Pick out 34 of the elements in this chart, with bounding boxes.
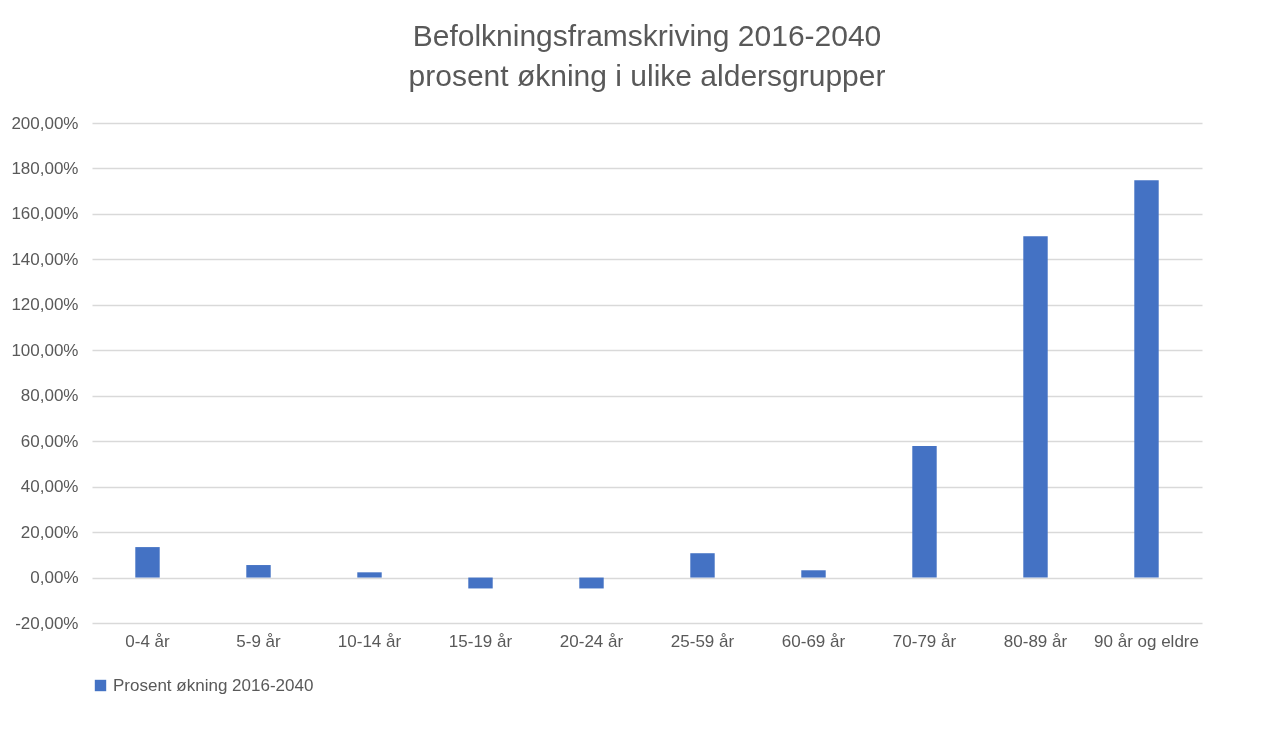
y-tick-label: 180,00% [11, 158, 79, 178]
bar [468, 577, 493, 589]
bar [246, 565, 271, 578]
y-tick-label: 120,00% [11, 295, 79, 315]
x-tick-label: 5-9 år [236, 631, 282, 651]
y-tick-label: -20,00% [15, 613, 79, 633]
bar [579, 577, 604, 589]
y-tick-label: 100,00% [11, 340, 79, 360]
y-tick-label: 200,00% [11, 113, 79, 133]
bar [135, 547, 160, 578]
bar [801, 570, 826, 578]
y-tick-label: 80,00% [20, 386, 79, 406]
bar [1023, 236, 1048, 578]
bar [912, 445, 937, 578]
bar [1134, 180, 1159, 578]
x-tick-label: 80-89 år [1003, 631, 1068, 651]
y-tick-label: 160,00% [11, 204, 79, 224]
y-tick-label: 40,00% [20, 477, 79, 497]
y-tick-label: 20,00% [20, 522, 79, 542]
x-tick-label: 25-59 år [670, 631, 735, 651]
bar [690, 553, 715, 578]
x-tick-label: 0-4 år [125, 631, 171, 651]
x-tick-label: 15-19 år [448, 631, 513, 651]
bar [357, 572, 382, 578]
y-tick-label: 0,00% [30, 568, 79, 588]
chart-title: Befolkningsframskriving 2016-2040 prosent økning i ulike aldersgrupper [408, 19, 886, 92]
x-tick-label: 20-24 år [559, 631, 624, 651]
x-tick-label: 10-14 år [337, 631, 402, 651]
legend-label: Prosent økning 2016-2040 [113, 675, 314, 695]
x-tick-label: 70-79 år [892, 631, 957, 651]
x-tick-label: 90 år og eldre [1094, 631, 1199, 651]
y-tick-label: 140,00% [11, 249, 79, 269]
x-tick-label: 60-69 år [781, 631, 846, 651]
y-tick-label: 60,00% [20, 431, 79, 451]
